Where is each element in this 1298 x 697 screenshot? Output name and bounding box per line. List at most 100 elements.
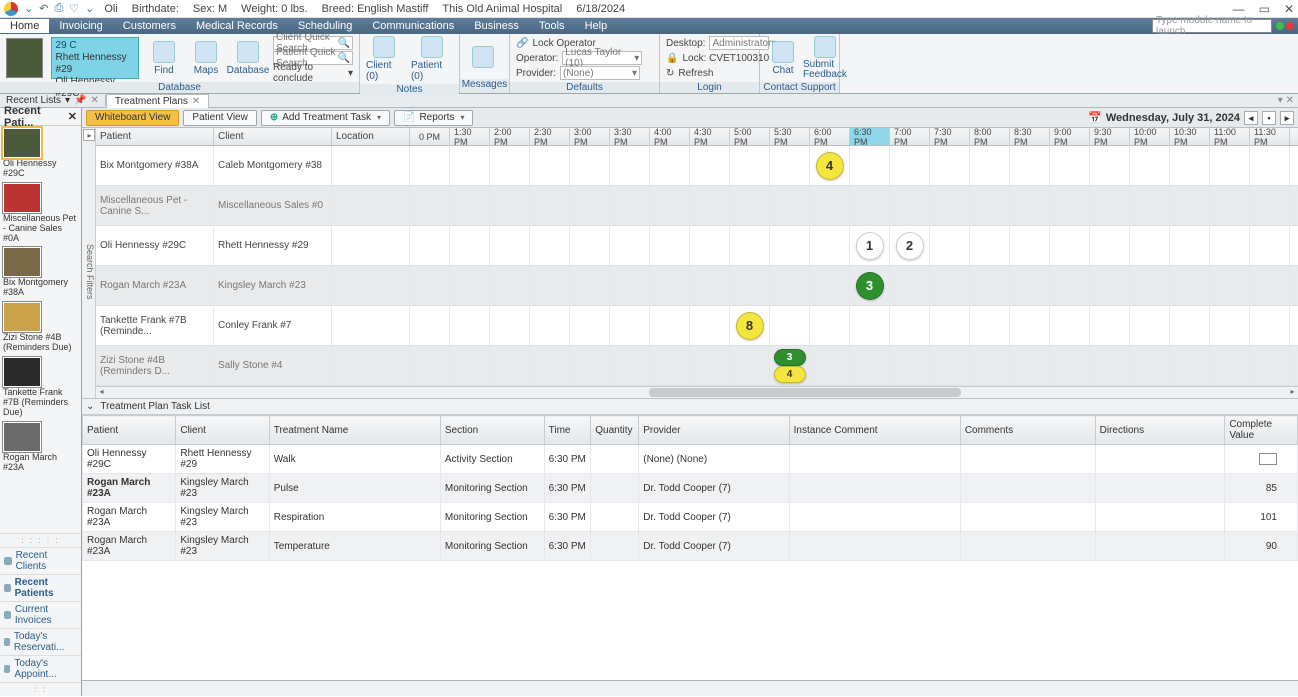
timeline-cell[interactable] [450,226,490,265]
task-chip[interactable]: 3 [774,349,806,366]
timeline-row[interactable]: Tankette Frank #7B (Reminde...Conley Fra… [96,306,1298,346]
timeline-time-header[interactable]: 10:00 PM [1130,128,1170,145]
timeline-cell[interactable] [610,306,650,345]
timeline-cell[interactable] [1090,186,1130,225]
timeline-cell[interactable] [530,186,570,225]
timeline-cell[interactable] [1210,266,1250,305]
timeline-cell[interactable] [410,146,450,185]
timeline-cell[interactable]: 8 [730,306,770,345]
timeline-cell[interactable] [810,266,850,305]
scroll-right-icon[interactable]: ▸ [1287,387,1298,398]
menu-medical-records[interactable]: Medical Records [186,19,288,33]
timeline-cell[interactable] [1130,346,1170,385]
timeline-cell[interactable] [490,346,530,385]
timeline-time-header[interactable]: 3:30 PM [610,128,650,145]
qat-more-icon[interactable]: ⌄ [85,2,94,15]
timeline-cell[interactable] [970,146,1010,185]
timeline-cell[interactable]: 2 [890,226,930,265]
menu-communications[interactable]: Communications [362,19,464,33]
timeline-cell[interactable] [690,266,730,305]
timeline-cell[interactable] [810,346,850,385]
timeline-cell[interactable] [1090,306,1130,345]
timeline-cell[interactable]: 1 [850,226,890,265]
timeline-cell[interactable] [1050,266,1090,305]
timeline-cell[interactable] [770,226,810,265]
timeline-time-header[interactable]: 2:30 PM [530,128,570,145]
task-column-header[interactable]: Directions [1095,416,1225,445]
timeline-cell[interactable] [1210,186,1250,225]
timeline-cell[interactable] [890,306,930,345]
timeline-cell[interactable] [1090,266,1130,305]
timeline-cell[interactable] [890,186,930,225]
timeline-cell[interactable] [1010,226,1050,265]
sidebar-link-recent-clients[interactable]: Recent Clients [0,547,81,574]
timeline-cell[interactable] [810,306,850,345]
timeline-cell[interactable] [1130,306,1170,345]
whiteboard-view-button[interactable]: Whiteboard View [86,110,179,126]
recent-patient-thumb[interactable]: Miscellaneous Pet - Canine Sales #0A [0,181,81,246]
timeline-cell[interactable] [1050,346,1090,385]
search-filters-toggle[interactable]: ▸ Search Filters [82,128,96,398]
timeline-time-header[interactable]: 6:30 PM [850,128,890,145]
sidebar-link-current-invoices[interactable]: Current Invoices [0,601,81,628]
scrollbar-thumb[interactable] [649,388,962,397]
timeline-cell[interactable] [1250,266,1290,305]
timeline-cell[interactable] [930,306,970,345]
timeline-time-header[interactable]: 8:00 PM [970,128,1010,145]
timeline-time-header[interactable]: 5:00 PM [730,128,770,145]
timeline-cell[interactable] [410,186,450,225]
reports-button[interactable]: 📄Reports▾ [394,110,473,126]
timeline-cell[interactable] [1210,146,1250,185]
task-row[interactable]: Oli Hennessy #29CRhett Hennessy #29WalkA… [83,445,1298,474]
timeline-cell[interactable] [530,346,570,385]
timeline-cell[interactable] [650,186,690,225]
timeline-header-client[interactable]: Client [214,128,332,145]
qat-dropdown-icon[interactable]: ⌄ [24,2,33,15]
timeline-cell[interactable] [690,146,730,185]
timeline-cell[interactable] [1170,346,1210,385]
timeline-time-header[interactable]: 5:30 PM [770,128,810,145]
menu-scheduling[interactable]: Scheduling [288,19,362,33]
timeline-cell[interactable] [810,226,850,265]
next-day-button[interactable]: ▸ [1280,111,1294,125]
sidebar-link-today-s-appoint-[interactable]: Today's Appoint... [0,655,81,682]
timeline-cell[interactable] [770,266,810,305]
timeline-cell[interactable] [1250,306,1290,345]
timeline-cell[interactable] [570,306,610,345]
timeline-row[interactable]: Miscellaneous Pet - Canine S...Miscellan… [96,186,1298,226]
timeline-cell[interactable] [690,346,730,385]
recent-patient-thumb[interactable]: Oli Hennessy #29C [0,126,81,181]
expand-filters-icon[interactable]: ▸ [83,129,95,141]
timeline-cell[interactable] [650,266,690,305]
menu-customers[interactable]: Customers [113,19,186,33]
timeline-cell[interactable] [1170,186,1210,225]
timeline-cell[interactable] [1010,266,1050,305]
sidebar-resize-grip[interactable]: : : : : : [0,533,81,547]
timeline-cell[interactable] [730,186,770,225]
timeline-cell[interactable] [530,226,570,265]
timeline-cell[interactable]: 3 [850,266,890,305]
timeline-cell[interactable] [1010,346,1050,385]
timeline-scrollbar[interactable]: ◂ ▸ [96,386,1298,398]
timeline-cell[interactable] [730,146,770,185]
task-chip[interactable]: 4 [816,152,844,180]
close-icon[interactable]: ✕ [68,110,77,123]
qat-back-icon[interactable]: ↶ [39,2,48,15]
timeline-cell[interactable] [1010,186,1050,225]
timeline-cell[interactable] [1010,306,1050,345]
timeline-cell[interactable] [890,146,930,185]
task-column-header[interactable]: Time [544,416,591,445]
timeline-cell[interactable] [850,346,890,385]
qat-print-icon[interactable]: ⎙ [54,2,63,15]
task-column-header[interactable]: Quantity [591,416,639,445]
timeline-cell[interactable] [610,266,650,305]
timeline-header-patient[interactable]: Patient [96,128,214,145]
timeline-cell[interactable] [570,346,610,385]
task-column-header[interactable]: Treatment Name [269,416,440,445]
pin-icon[interactable]: 📌 [74,95,86,106]
timeline-cell[interactable]: 34 [770,346,810,385]
add-treatment-task-button[interactable]: ⊕Add Treatment Task▾ [261,110,390,126]
timeline-cell[interactable] [490,226,530,265]
task-column-header[interactable]: Instance Comment [789,416,960,445]
timeline-cell[interactable]: 4 [810,146,850,185]
